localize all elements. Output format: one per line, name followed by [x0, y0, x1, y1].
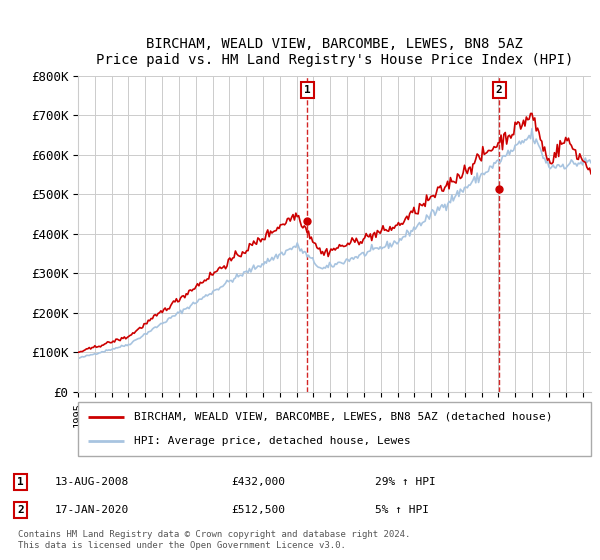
Title: BIRCHAM, WEALD VIEW, BARCOMBE, LEWES, BN8 5AZ
Price paid vs. HM Land Registry's : BIRCHAM, WEALD VIEW, BARCOMBE, LEWES, BN… — [96, 38, 573, 68]
Text: BIRCHAM, WEALD VIEW, BARCOMBE, LEWES, BN8 5AZ (detached house): BIRCHAM, WEALD VIEW, BARCOMBE, LEWES, BN… — [134, 412, 553, 422]
Text: 13-AUG-2008: 13-AUG-2008 — [55, 477, 130, 487]
Text: 1: 1 — [17, 477, 24, 487]
Text: £432,000: £432,000 — [231, 477, 285, 487]
FancyBboxPatch shape — [78, 402, 591, 456]
Text: HPI: Average price, detached house, Lewes: HPI: Average price, detached house, Lewe… — [134, 436, 411, 446]
Text: £512,500: £512,500 — [231, 505, 285, 515]
Text: 5% ↑ HPI: 5% ↑ HPI — [375, 505, 429, 515]
Text: 2: 2 — [17, 505, 24, 515]
Text: 29% ↑ HPI: 29% ↑ HPI — [375, 477, 436, 487]
Text: 2: 2 — [496, 85, 503, 95]
Text: 1: 1 — [304, 85, 310, 95]
Text: Contains HM Land Registry data © Crown copyright and database right 2024.
This d: Contains HM Land Registry data © Crown c… — [18, 530, 410, 550]
Text: 17-JAN-2020: 17-JAN-2020 — [55, 505, 130, 515]
